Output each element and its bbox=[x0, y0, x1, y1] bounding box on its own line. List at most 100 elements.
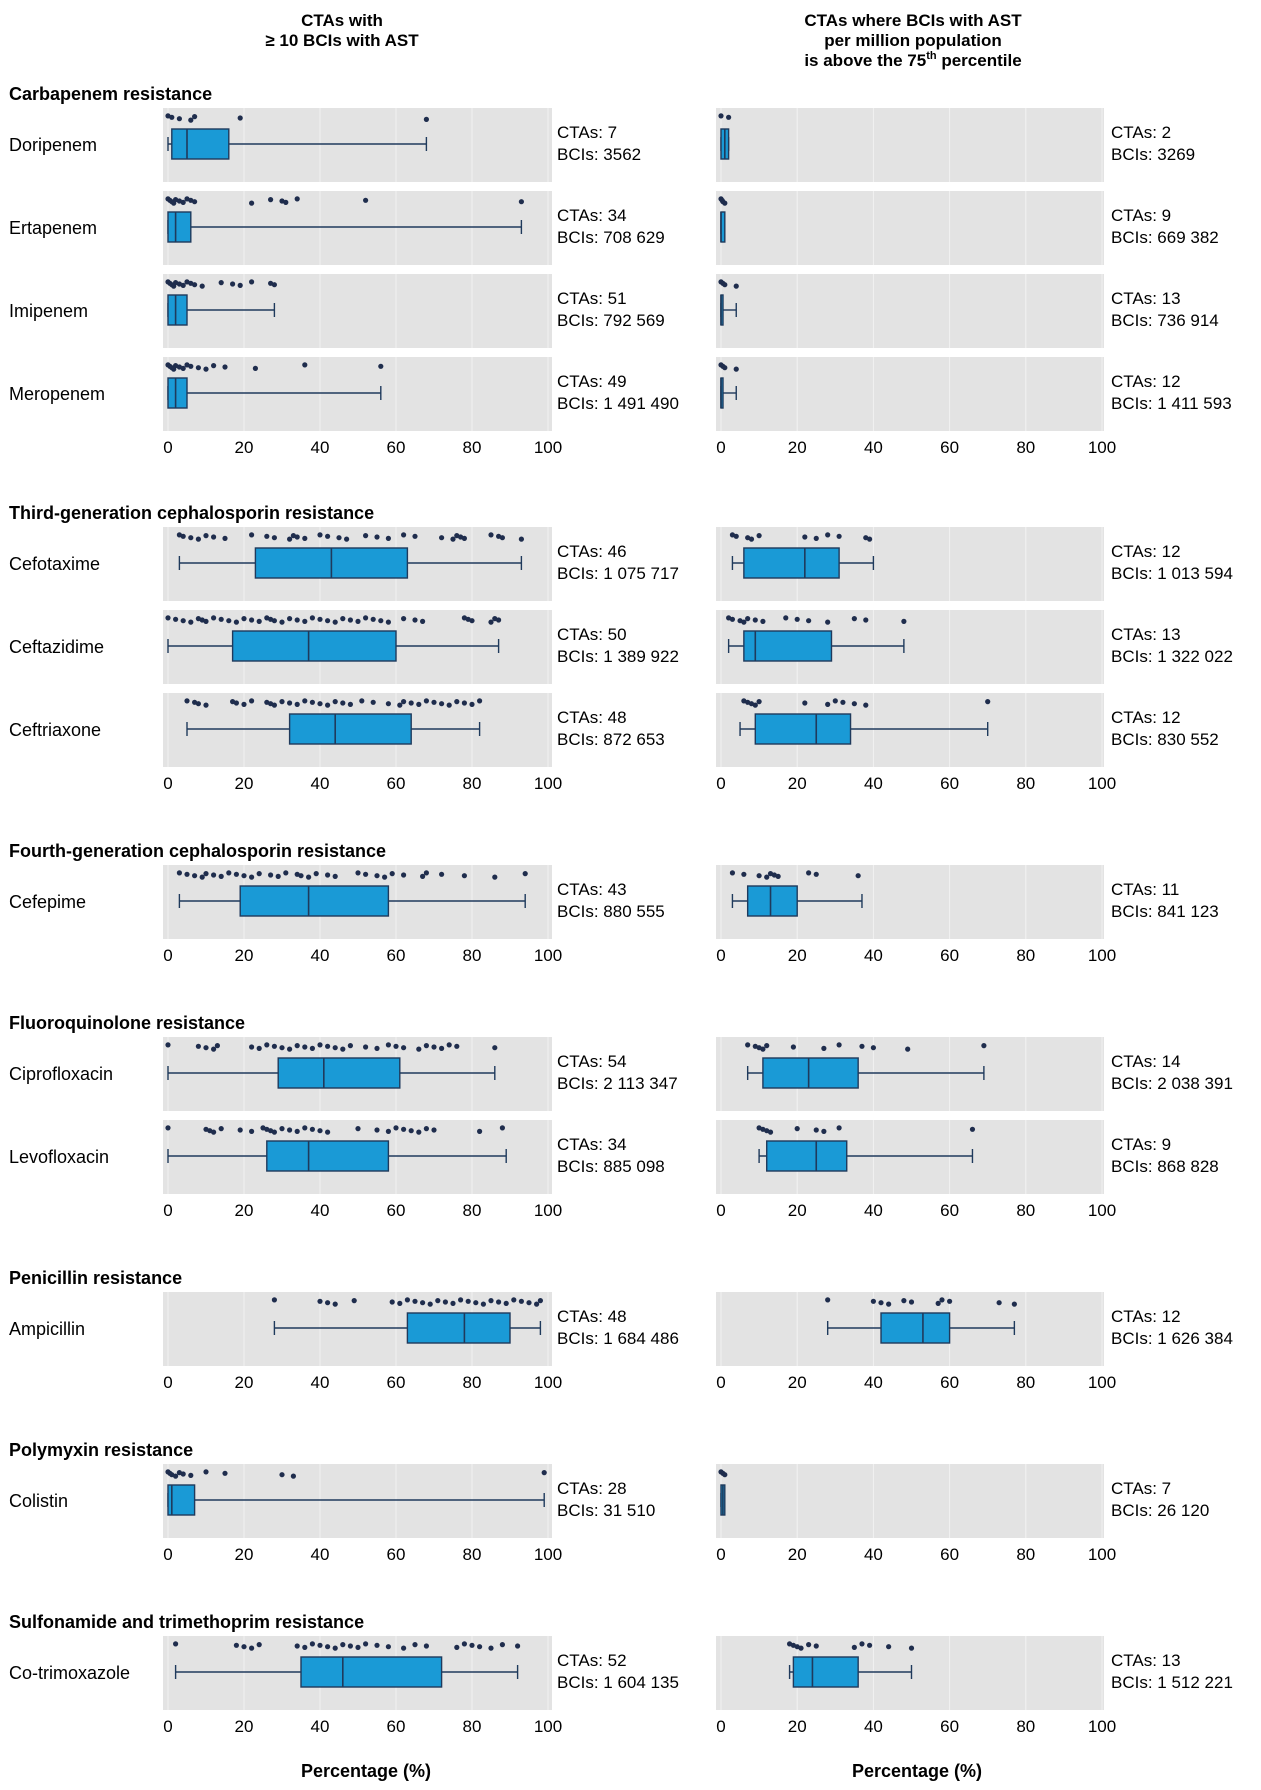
x-tick-label: 0 bbox=[163, 1717, 172, 1736]
x-tick-label: 0 bbox=[716, 946, 725, 965]
data-point bbox=[317, 532, 323, 538]
data-point bbox=[385, 619, 391, 625]
ctas-count: CTAs: 12 bbox=[1111, 542, 1181, 561]
data-point bbox=[279, 699, 285, 705]
iqr-box bbox=[266, 1140, 390, 1172]
bcis-count: BCIs: 1 322 022 bbox=[1111, 647, 1233, 666]
data-point bbox=[176, 116, 182, 122]
bcis-count: BCIs: 830 552 bbox=[1111, 730, 1219, 749]
data-point bbox=[325, 1300, 331, 1306]
x-tick-label: 40 bbox=[864, 946, 883, 965]
data-point bbox=[211, 534, 217, 540]
data-point bbox=[271, 1129, 277, 1135]
data-point bbox=[461, 1641, 467, 1647]
data-point bbox=[192, 199, 198, 205]
ctas-count: CTAs: 28 bbox=[557, 1479, 627, 1498]
data-point bbox=[363, 1641, 369, 1647]
data-point bbox=[393, 1043, 399, 1049]
data-point bbox=[401, 616, 407, 622]
ctas-count: CTAs: 34 bbox=[557, 206, 627, 225]
bcis-count: BCIs: 841 123 bbox=[1111, 902, 1219, 921]
data-point bbox=[252, 365, 258, 371]
x-tick-label: 80 bbox=[463, 946, 482, 965]
data-point bbox=[233, 700, 239, 706]
data-point bbox=[534, 1301, 540, 1307]
x-tick-label: 0 bbox=[716, 1373, 725, 1392]
data-point bbox=[325, 533, 331, 539]
iqr-box bbox=[743, 547, 840, 579]
data-point bbox=[374, 1642, 380, 1648]
data-point bbox=[294, 1643, 300, 1649]
data-point bbox=[317, 1128, 323, 1134]
data-point bbox=[195, 536, 201, 542]
x-tick-label: 80 bbox=[1016, 438, 1035, 457]
column-heading-line: per million population bbox=[824, 31, 1002, 50]
data-point bbox=[325, 618, 331, 624]
data-point bbox=[298, 873, 304, 879]
data-point bbox=[359, 698, 365, 704]
data-point bbox=[412, 617, 418, 623]
x-tick-label: 40 bbox=[864, 1373, 883, 1392]
data-point bbox=[256, 1642, 262, 1648]
data-point bbox=[218, 1126, 224, 1132]
panel-background bbox=[716, 1464, 1104, 1538]
data-point bbox=[1011, 1301, 1017, 1307]
data-point bbox=[518, 199, 525, 205]
data-point bbox=[412, 1642, 418, 1648]
data-point bbox=[996, 1300, 1002, 1306]
data-point bbox=[218, 616, 224, 622]
data-point bbox=[492, 1045, 498, 1051]
data-point bbox=[439, 1045, 445, 1051]
data-point bbox=[813, 871, 819, 877]
data-point bbox=[249, 1128, 255, 1134]
data-point bbox=[317, 1642, 323, 1648]
x-tick-label: 40 bbox=[311, 1201, 330, 1220]
data-point bbox=[203, 702, 209, 708]
x-tick-label: 100 bbox=[534, 1201, 562, 1220]
data-point bbox=[173, 1641, 179, 1647]
drug-label: Cefotaxime bbox=[9, 554, 100, 574]
x-tick-label: 40 bbox=[864, 438, 883, 457]
data-point bbox=[249, 279, 255, 285]
group-title: Fluoroquinolone resistance bbox=[9, 1013, 245, 1033]
data-point bbox=[237, 115, 243, 121]
data-point bbox=[442, 1299, 448, 1305]
data-point bbox=[435, 1298, 441, 1304]
data-point bbox=[241, 701, 247, 708]
panel-background bbox=[163, 191, 552, 265]
data-point bbox=[363, 197, 369, 203]
bcis-count: BCIs: 1 389 922 bbox=[557, 647, 679, 666]
x-tick-label: 20 bbox=[235, 946, 254, 965]
data-point bbox=[302, 1644, 308, 1650]
data-point bbox=[173, 616, 179, 622]
data-point bbox=[283, 870, 289, 876]
data-point bbox=[477, 1128, 483, 1134]
data-point bbox=[408, 1128, 414, 1134]
data-point bbox=[756, 533, 762, 539]
column-heading-2: CTAs where BCIs with AST per million popu… bbox=[804, 11, 1022, 70]
bcis-count: BCIs: 1 626 384 bbox=[1111, 1329, 1233, 1348]
data-point bbox=[294, 1043, 300, 1049]
data-point bbox=[733, 283, 739, 289]
data-point bbox=[503, 1300, 509, 1306]
group-title: Fourth-generation cephalosporin resistan… bbox=[9, 841, 386, 861]
data-point bbox=[241, 1644, 247, 1650]
x-tick-label: 0 bbox=[716, 1201, 725, 1220]
x-tick-label: 40 bbox=[864, 774, 883, 793]
data-point bbox=[420, 873, 426, 880]
x-tick-label: 80 bbox=[1016, 1373, 1035, 1392]
data-point bbox=[192, 282, 198, 288]
ctas-count: CTAs: 48 bbox=[557, 708, 627, 727]
data-point bbox=[908, 1299, 915, 1305]
data-point bbox=[454, 1043, 460, 1049]
data-point bbox=[340, 1046, 346, 1052]
data-point bbox=[287, 616, 293, 622]
data-point bbox=[203, 533, 209, 539]
data-point bbox=[195, 1043, 201, 1049]
data-point bbox=[522, 871, 528, 877]
data-point bbox=[981, 1043, 987, 1049]
data-point bbox=[752, 702, 758, 708]
data-point bbox=[764, 874, 770, 880]
data-point bbox=[188, 535, 194, 541]
x-tick-label: 80 bbox=[463, 1373, 482, 1392]
